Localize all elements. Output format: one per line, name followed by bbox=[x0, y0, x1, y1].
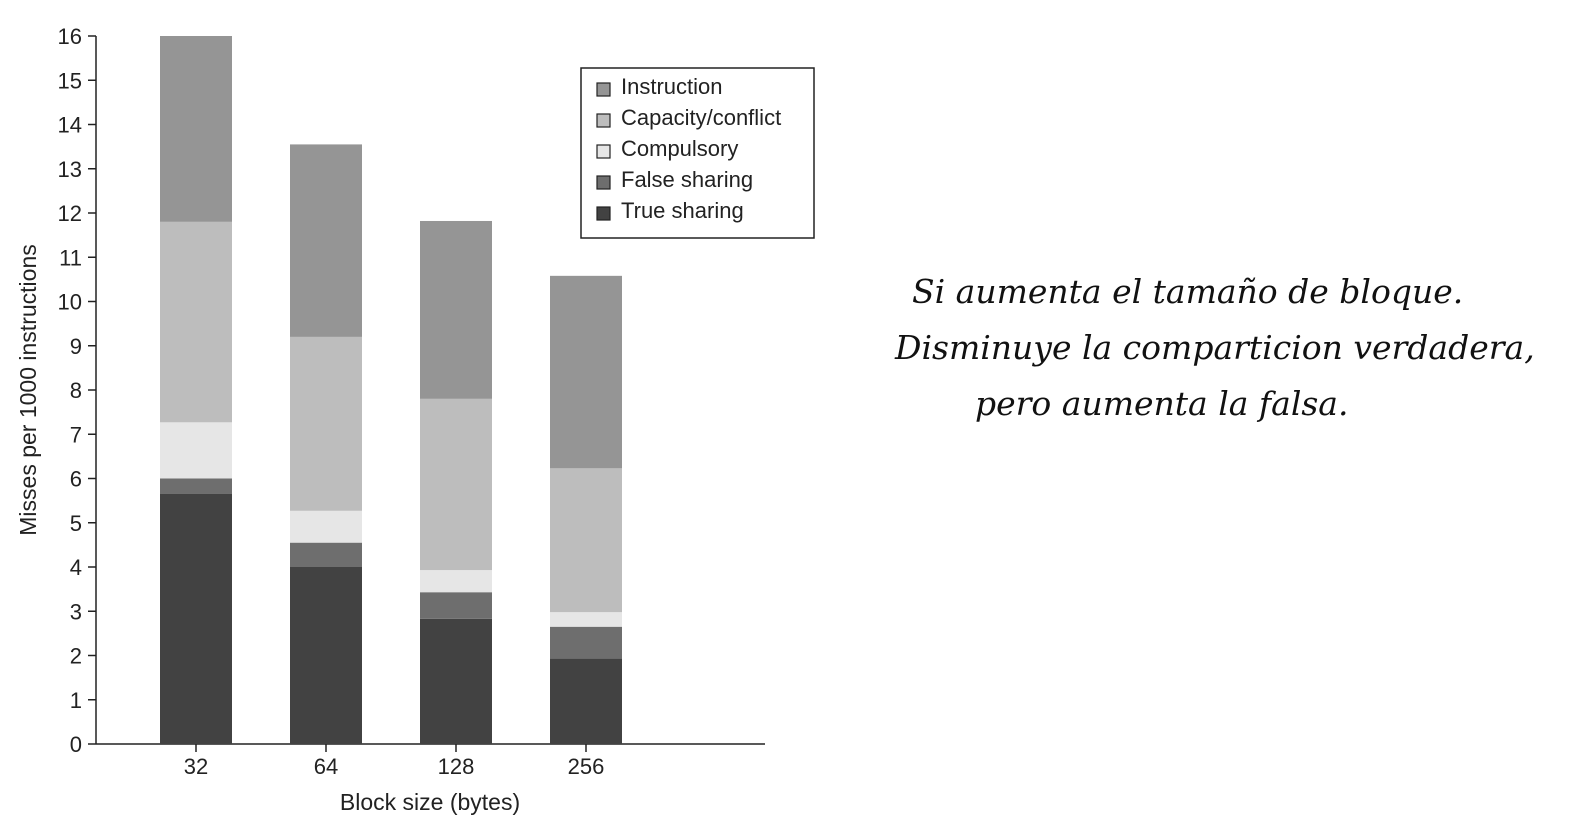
bar-segment-instruction-256 bbox=[550, 275, 622, 469]
x-axis-title: Block size (bytes) bbox=[340, 789, 520, 815]
bar-segment-capacity-conflict-32 bbox=[160, 221, 232, 423]
y-tick-label: 16 bbox=[58, 24, 82, 49]
x-tick-label: 128 bbox=[438, 754, 475, 779]
x-tick-label: 256 bbox=[568, 754, 605, 779]
legend-item-false-sharing: False sharing bbox=[596, 167, 753, 192]
legend-label: True sharing bbox=[621, 198, 744, 223]
legend-item-instruction: Instruction bbox=[596, 74, 723, 99]
bar-segment-compulsory-64 bbox=[290, 510, 362, 543]
y-tick-label: 9 bbox=[70, 334, 82, 359]
legend-swatch bbox=[596, 82, 611, 97]
legend-box bbox=[580, 67, 815, 239]
bar-segment-true-sharing-64 bbox=[290, 567, 362, 744]
handwritten-note-line-2: Disminuye la comparticion verdadera, bbox=[895, 328, 1535, 367]
bar-segment-true-sharing-256 bbox=[550, 658, 622, 744]
y-tick-label: 6 bbox=[70, 467, 82, 492]
legend: Instruction Capacity/conflict Compulsory Fa… bbox=[580, 67, 815, 239]
bar-segment-instruction-32 bbox=[160, 36, 232, 222]
bar-segment-instruction-64 bbox=[290, 144, 362, 337]
legend-swatch bbox=[596, 144, 611, 159]
handwritten-note-line-1: Si aumenta el tamaño de bloque. bbox=[912, 272, 1464, 311]
x-axis: 32 64 128 256 bbox=[96, 743, 765, 779]
x-tick-label: 64 bbox=[314, 754, 338, 779]
bar-segment-true-sharing-128 bbox=[420, 618, 492, 744]
bar-segment-compulsory-256 bbox=[550, 612, 622, 627]
y-tick-label: 10 bbox=[58, 290, 82, 315]
bar-segment-false-sharing-256 bbox=[550, 626, 622, 659]
y-tick-label: 8 bbox=[70, 378, 82, 403]
legend-item-true-sharing: True sharing bbox=[596, 198, 744, 223]
legend-item-capacity-conflict: Capacity/conflict bbox=[596, 105, 781, 130]
y-tick-label: 7 bbox=[70, 422, 82, 447]
bar-segment-false-sharing-64 bbox=[290, 542, 362, 567]
y-tick-label: 12 bbox=[58, 201, 82, 226]
y-axis-title: Misses per 1000 instructions bbox=[15, 244, 41, 535]
legend-label: Instruction bbox=[621, 74, 723, 99]
x-tick-label: 32 bbox=[184, 754, 208, 779]
legend-label: Compulsory bbox=[621, 136, 738, 161]
bar-segment-capacity-conflict-64 bbox=[290, 336, 362, 511]
bar-stack-256 bbox=[550, 275, 622, 744]
bar-stack-128 bbox=[420, 220, 492, 744]
y-tick-label: 11 bbox=[59, 245, 82, 270]
y-tick-label: 4 bbox=[70, 555, 82, 580]
bars bbox=[160, 36, 622, 744]
handwritten-note-line-3: pero aumenta la falsa. bbox=[975, 384, 1349, 423]
legend-item-compulsory: Compulsory bbox=[596, 136, 738, 161]
bar-stack-32 bbox=[160, 36, 232, 744]
bar-stack-64 bbox=[290, 144, 362, 744]
bar-segment-instruction-128 bbox=[420, 220, 492, 399]
legend-label: False sharing bbox=[621, 167, 753, 192]
y-tick-label: 15 bbox=[58, 68, 82, 93]
y-tick-label: 3 bbox=[70, 599, 82, 624]
y-tick-label: 0 bbox=[70, 732, 82, 757]
legend-swatch bbox=[596, 113, 611, 128]
legend-swatch bbox=[596, 206, 611, 221]
bar-segment-false-sharing-32 bbox=[160, 478, 232, 494]
y-tick-label: 13 bbox=[58, 157, 82, 182]
bar-segment-false-sharing-128 bbox=[420, 592, 492, 619]
bar-segment-capacity-conflict-128 bbox=[420, 398, 492, 571]
legend-swatch bbox=[596, 175, 611, 190]
bar-segment-true-sharing-32 bbox=[160, 493, 232, 744]
bar-segment-compulsory-32 bbox=[160, 422, 232, 479]
legend-label: Capacity/conflict bbox=[621, 105, 781, 130]
y-tick-label: 14 bbox=[58, 113, 82, 138]
y-tick-label: 2 bbox=[70, 644, 82, 669]
bar-segment-capacity-conflict-256 bbox=[550, 468, 622, 613]
y-tick-label: 5 bbox=[70, 511, 82, 536]
bar-segment-compulsory-128 bbox=[420, 570, 492, 593]
y-tick-label: 1 bbox=[70, 688, 82, 713]
